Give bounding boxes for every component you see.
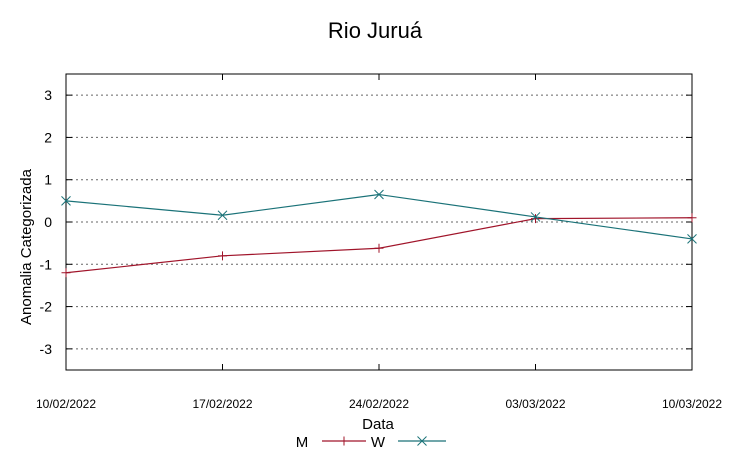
data-point-m	[687, 213, 697, 223]
gridlines	[66, 94, 692, 350]
legend-line-w	[398, 436, 446, 446]
legend-marker-w	[417, 436, 427, 446]
data-point-w	[61, 196, 71, 206]
series-line-w	[65, 193, 693, 240]
y-tick-label: -2	[40, 299, 53, 315]
plot-frame	[65, 73, 693, 371]
x-tick-label: 24/02/2022	[349, 397, 409, 411]
legend-line-m	[322, 436, 366, 446]
data-point-m	[374, 243, 384, 253]
legend-marker-m	[339, 436, 349, 446]
data-point-m	[61, 268, 71, 278]
x-tick-label: 10/03/2022	[662, 397, 722, 411]
y-tick-label: -3	[40, 341, 53, 357]
legend: M W	[296, 434, 446, 451]
data-point-w	[374, 189, 384, 200]
data-point-w	[687, 234, 697, 244]
chart-title: Rio Juruá	[328, 18, 423, 43]
x-axis-label: Data	[362, 416, 394, 433]
series-layer	[61, 189, 697, 278]
y-tick-label: 2	[44, 129, 52, 145]
x-tick-labels: 10/02/2022 17/02/2022 24/02/2022 03/03/2022…	[36, 397, 722, 411]
y-tick-label: 3	[44, 87, 52, 103]
legend-label-m: M	[296, 434, 309, 451]
x-tick-label: 10/02/2022	[36, 397, 96, 411]
data-point-m	[531, 214, 540, 224]
legend-label-w: W	[371, 434, 386, 451]
axis-ticks	[65, 74, 693, 370]
data-point-w	[530, 212, 541, 222]
y-tick-label: 0	[44, 214, 52, 230]
data-point-w	[217, 210, 228, 221]
y-axis-label: Anomalia Categorizada	[18, 168, 35, 325]
data-point-m	[218, 251, 227, 261]
y-tick-labels: 3 2 1 0 -1 -2 -3	[40, 87, 53, 357]
y-tick-label: -1	[40, 256, 53, 272]
y-tick-label: 1	[44, 172, 52, 188]
x-tick-label: 17/02/2022	[192, 397, 252, 411]
x-tick-label: 03/03/2022	[505, 397, 565, 411]
